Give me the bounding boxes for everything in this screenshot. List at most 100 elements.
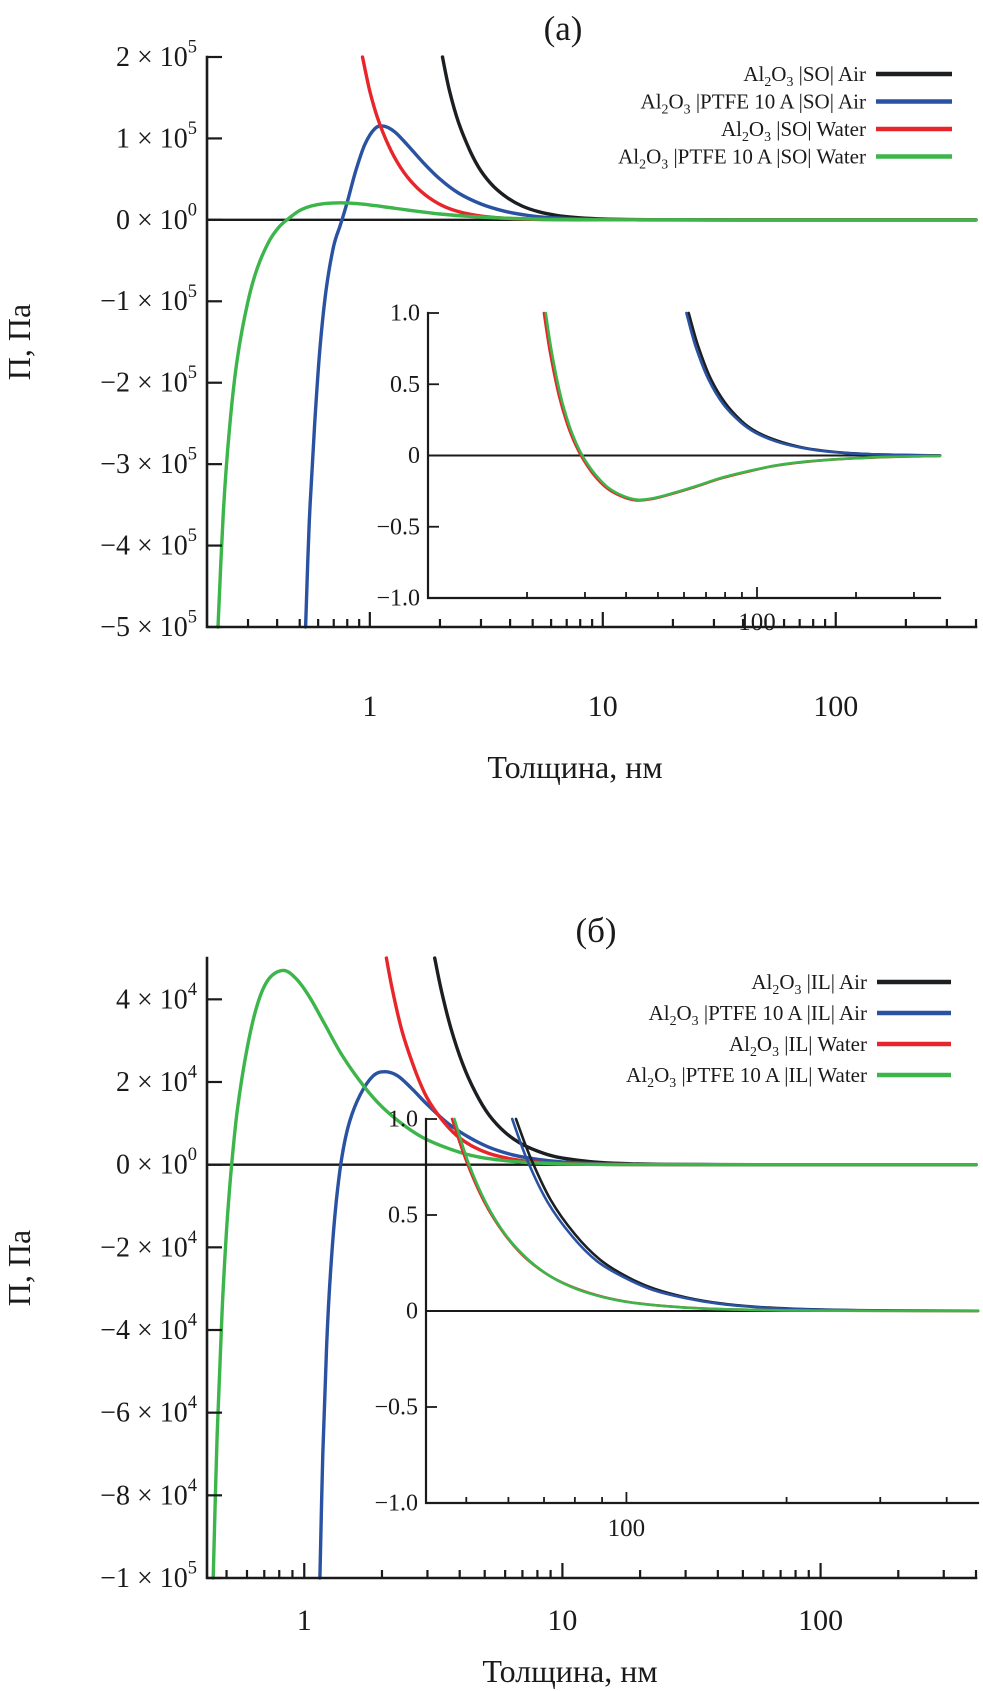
y-tick-label: −2 × 105 — [100, 362, 197, 398]
text-run: −3 × 10 — [100, 449, 188, 480]
superscript: 5 — [188, 362, 197, 382]
series-Al2O3-PTFE10A-SO-Air-inset — [685, 311, 942, 457]
series-Al2O3-IL-Water — [384, 956, 978, 1167]
series-Al2O3-PTFE10A-SO-Water — [216, 201, 978, 629]
y-tick-label: 0.5 — [390, 372, 420, 398]
panel-title: (а) — [544, 9, 583, 48]
x-tick-label: 100 — [798, 1604, 843, 1637]
series-Al2O3-PTFE10A-IL-Water-inset — [453, 1117, 980, 1313]
subscript: 3 — [661, 157, 668, 172]
text-run: 1 × 10 — [116, 123, 188, 154]
text-run: −1.0 — [374, 1491, 418, 1517]
text-run: −4 × 10 — [100, 1315, 188, 1346]
series-Al2O3-SO-Water — [360, 55, 978, 222]
subscript: 2 — [662, 102, 669, 117]
y-axis-title: П, Па — [1, 1230, 37, 1306]
y-tick-label: −1 × 105 — [100, 1558, 197, 1594]
y-tick-label: 0 — [406, 1299, 418, 1325]
subscript: 3 — [794, 982, 801, 997]
text-run: O — [749, 117, 764, 141]
text-run: 0 — [408, 443, 420, 469]
text-run: 0 × 10 — [116, 205, 188, 236]
series-Al2O3-PTFE10A-IL-Air-inset — [510, 1117, 980, 1313]
text-run: 100 — [608, 1515, 646, 1542]
y-tick-label: 4 × 104 — [116, 979, 197, 1015]
y-tick-label: −4 × 105 — [100, 525, 197, 561]
x-tick-label: 100 — [608, 1515, 646, 1542]
text-run: (б) — [575, 911, 616, 950]
y-tick-label: −6 × 104 — [100, 1392, 197, 1428]
legend-label: Al2O3 |SO| Air — [743, 62, 866, 89]
legend-item: Al2O3 |PTFE 10 A |IL| Water — [626, 1063, 951, 1090]
y-tick-label: −0.5 — [376, 514, 420, 540]
legend-label: Al2O3 |PTFE 10 A |SO| Water — [618, 145, 866, 172]
superscript: 0 — [188, 1144, 197, 1164]
text-run: −4 × 10 — [100, 531, 188, 562]
text-run: Al — [729, 1032, 750, 1056]
legend-label: Al2O3 |SO| Water — [721, 117, 866, 144]
text-run: 10 — [588, 690, 618, 723]
legend-item: Al2O3 |PTFE 10 A |SO| Water — [618, 145, 952, 172]
subscript: 3 — [772, 1044, 779, 1059]
text-run: 4 × 10 — [116, 984, 188, 1015]
legend-item: Al2O3 |SO| Water — [721, 117, 952, 144]
text-run: 1 — [362, 690, 377, 723]
subscript: 2 — [647, 1075, 654, 1090]
text-run: −2 × 10 — [100, 1232, 188, 1263]
y-tick-label: 0 × 100 — [116, 1144, 197, 1180]
y-tick-label: 0 × 100 — [116, 199, 197, 235]
legend-label: Al2O3 |PTFE 10 A |IL| Air — [649, 1001, 867, 1028]
legend-label: Al2O3 |PTFE 10 A |IL| Water — [626, 1063, 867, 1090]
text-run: Толщина, нм — [482, 1653, 657, 1689]
text-run: 1 — [297, 1604, 312, 1637]
text-run: Al — [649, 1001, 670, 1025]
superscript: 5 — [188, 1558, 197, 1578]
text-run: |PTFE 10 A |IL| Air — [699, 1001, 867, 1025]
y-tick-label: 2 × 105 — [116, 37, 197, 73]
y-tick-label: −1.0 — [376, 586, 420, 612]
y-tick-label: 1.0 — [390, 301, 420, 327]
text-run: |PTFE 10 A |SO| Air — [691, 90, 866, 114]
series-Al2O3-SO-Air-inset — [687, 311, 942, 457]
legend-item: Al2O3 |PTFE 10 A |IL| Air — [649, 1001, 951, 1028]
y-tick-label: −5 × 105 — [100, 607, 197, 643]
subscript: 2 — [670, 1013, 677, 1028]
text-run: O — [779, 970, 794, 994]
legend-item: Al2O3 |SO| Air — [743, 62, 952, 89]
legend-item: Al2O3 |IL| Water — [729, 1032, 951, 1059]
superscript: 4 — [188, 1062, 197, 1082]
x-tick-label: 10 — [547, 1604, 577, 1637]
legend-label: Al2O3 |IL| Air — [751, 970, 867, 997]
text-run: O — [757, 1032, 772, 1056]
series-Al2O3-IL-Air-inset — [514, 1117, 980, 1313]
subscript: 2 — [764, 74, 771, 89]
text-run: Al — [618, 145, 639, 169]
x-tick-label: 1 — [297, 1604, 312, 1637]
y-tick-label: 1.0 — [388, 1107, 418, 1133]
subscript: 3 — [692, 1013, 699, 1028]
text-run: П, Па — [1, 304, 37, 380]
superscript: 4 — [188, 1392, 197, 1412]
x-tick-label: 100 — [738, 609, 776, 636]
text-run: 0 × 10 — [116, 1150, 188, 1181]
text-run: |SO| Air — [793, 62, 866, 86]
text-run: Al — [626, 1063, 647, 1087]
series-Al2O3-SO-Air — [440, 55, 978, 222]
y-tick-label: −8 × 104 — [100, 1475, 197, 1511]
text-run: |PTFE 10 A |SO| Water — [668, 145, 866, 169]
superscript: 5 — [188, 281, 197, 301]
subscript: 2 — [742, 129, 749, 144]
text-run: 100 — [798, 1604, 843, 1637]
text-run: −5 × 10 — [100, 612, 188, 643]
subscript: 2 — [639, 157, 646, 172]
series-group — [216, 55, 978, 629]
superscript: 0 — [188, 199, 197, 219]
y-tick-label: 0.5 — [388, 1203, 418, 1229]
superscript: 5 — [188, 607, 197, 627]
text-run: Al — [751, 970, 772, 994]
text-run: −0.5 — [376, 514, 420, 540]
